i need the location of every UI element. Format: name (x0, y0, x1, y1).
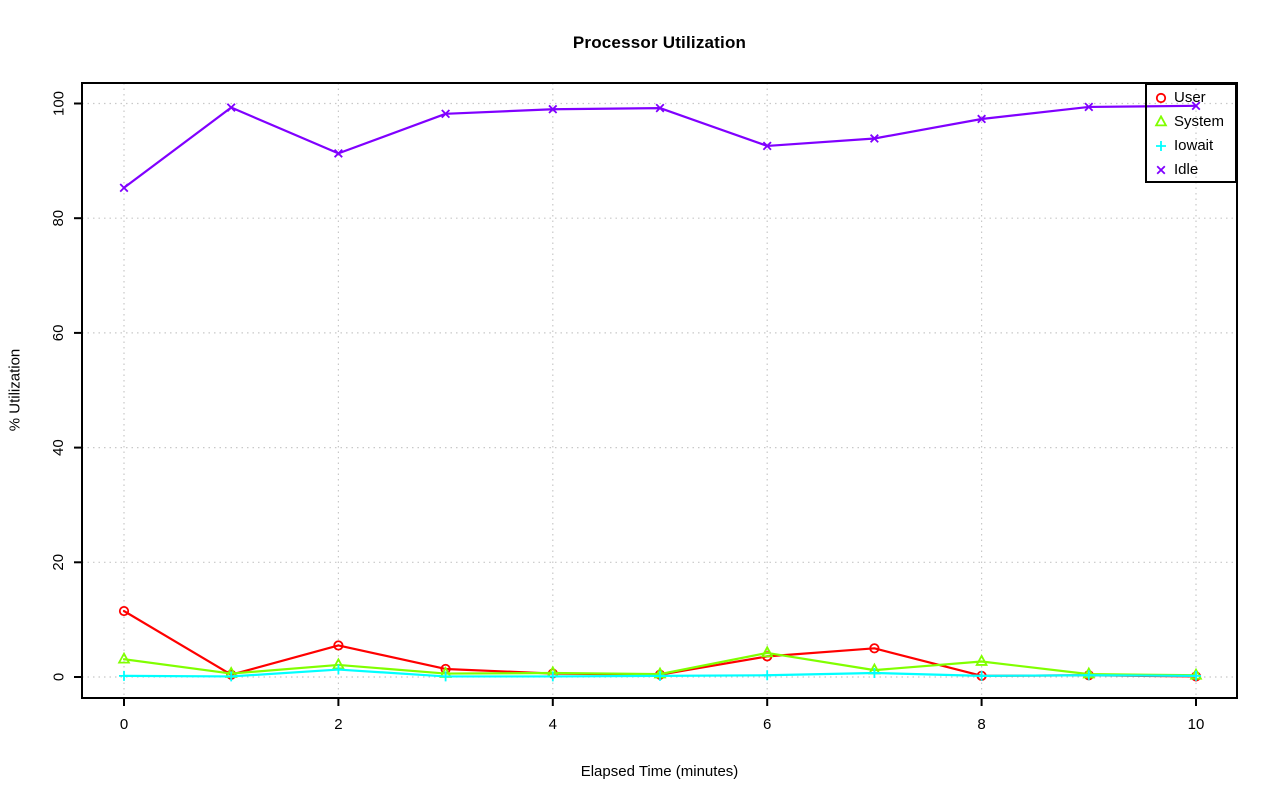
x-tick-label: 6 (763, 716, 771, 733)
series-system-point (117, 651, 131, 664)
series-iowait-point (976, 670, 987, 681)
series-idle-point (441, 109, 451, 119)
x-tick-label: 2 (334, 716, 342, 733)
legend-label-user: User (1174, 89, 1206, 106)
series-idle-point (762, 141, 772, 151)
legend-label-system: System (1174, 113, 1225, 130)
x-axis-label: Elapsed Time (minutes) (580, 763, 739, 780)
series-user-line (122, 609, 1198, 678)
series-iowait-point (655, 670, 665, 681)
series-user-point (333, 640, 344, 651)
x-tick-label: 8 (977, 716, 985, 733)
user-circle-marker-icon (1147, 91, 1174, 105)
series-idle-point (977, 114, 987, 124)
x-tick-label: 4 (549, 716, 557, 733)
series-idle-point (1191, 101, 1201, 111)
series-iowait-point (547, 671, 558, 682)
y-tick-label: 40 (50, 439, 67, 456)
series-system-point (975, 654, 989, 666)
legend-label-idle: Idle (1174, 161, 1199, 178)
point-x (1156, 165, 1165, 175)
series-idle-point (548, 104, 558, 114)
series-idle-point (655, 103, 665, 113)
series-iowait-point (869, 667, 880, 678)
point-circle (1155, 92, 1166, 104)
series-idle-point (119, 183, 129, 193)
series-iowait-point (333, 664, 344, 675)
system-triangle-marker-icon (1147, 115, 1174, 129)
chart-title: Processor Utilization (572, 33, 747, 52)
series-idle-point (333, 148, 343, 158)
point-plus (1155, 141, 1166, 151)
series-user-point (869, 643, 880, 654)
legend: User System Iowait Idle (1145, 83, 1237, 183)
legend-label-iowait: Iowait (1174, 137, 1214, 154)
series-iowait-point (226, 671, 237, 682)
y-tick-label: 20 (50, 554, 67, 571)
x-tick-label: 10 (1188, 716, 1205, 733)
series-idle-point (226, 103, 236, 112)
y-axis-label: % Utilization (6, 348, 24, 432)
series-idle-point (1084, 102, 1094, 112)
idle-x-marker-icon (1147, 163, 1174, 177)
iowait-plus-marker-icon (1147, 139, 1174, 153)
series-iowait-point (762, 670, 773, 681)
series-iowait-point (440, 671, 451, 682)
plot-border (81, 82, 1238, 699)
series-system-point (760, 645, 774, 658)
series-iowait-point (119, 670, 129, 681)
point-triangle (1154, 115, 1167, 127)
y-tick-label: 80 (50, 210, 67, 227)
y-tick-label: 60 (50, 325, 67, 342)
y-tick-label: 0 (50, 673, 67, 681)
series-idle-point (869, 134, 879, 143)
legend-entry-user: User (1147, 86, 1235, 110)
legend-entry-system: System (1147, 110, 1235, 134)
series-iowait-point (1191, 670, 1201, 681)
series-idle-line (122, 104, 1198, 189)
legend-entry-iowait: Iowait (1147, 134, 1235, 158)
y-tick-label: 100 (50, 91, 67, 116)
series-user-point (118, 605, 130, 617)
series-iowait-point (1083, 670, 1094, 681)
legend-entry-idle: Idle (1147, 158, 1235, 182)
x-tick-label: 0 (120, 716, 128, 733)
